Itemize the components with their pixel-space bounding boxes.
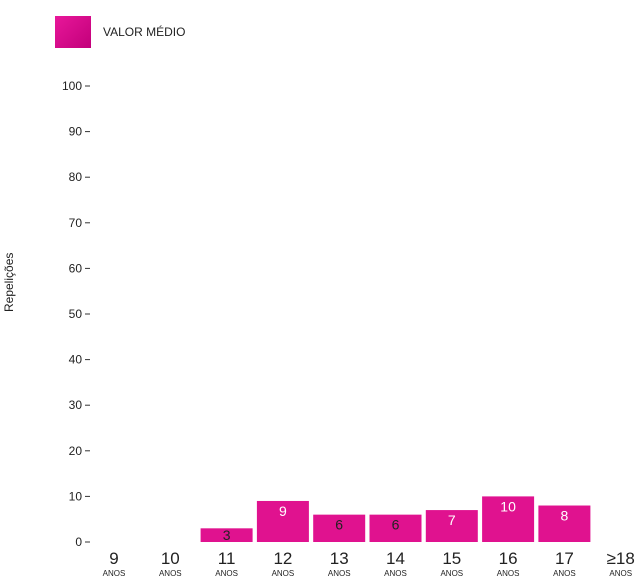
bar-value-label: 7 — [448, 512, 456, 528]
x-tick-unit: ANOS — [215, 569, 238, 578]
legend-label: VALOR MÉDIO — [103, 25, 186, 39]
x-tick-unit: ANOS — [103, 569, 126, 578]
y-tick-label: 10 — [69, 489, 83, 503]
x-tick-label: 12 — [273, 549, 292, 568]
y-tick-label: 100 — [62, 79, 82, 93]
x-tick-unit: ANOS — [553, 569, 576, 578]
x-tick-label: 16 — [499, 549, 518, 568]
y-tick-label: 20 — [69, 444, 83, 458]
y-tick-label: 80 — [69, 170, 83, 184]
bar — [200, 528, 253, 542]
y-tick-label: 40 — [69, 353, 83, 367]
bar-value-label: 9 — [279, 503, 287, 519]
y-tick-label: 0 — [75, 535, 82, 549]
x-tick-label: 17 — [555, 549, 574, 568]
y-tick-label: 70 — [69, 216, 83, 230]
x-tick-unit: ANOS — [328, 569, 351, 578]
bar — [313, 514, 366, 542]
bar-value-label: 6 — [335, 517, 343, 533]
bar-value-label: 8 — [561, 508, 569, 524]
x-tick-unit: ANOS — [384, 569, 407, 578]
legend-swatch — [55, 16, 91, 48]
x-tick-unit: ANOS — [159, 569, 182, 578]
x-tick-label: 15 — [442, 549, 461, 568]
y-tick-label: 50 — [69, 307, 83, 321]
x-tick-label: 11 — [218, 549, 236, 568]
bar — [482, 496, 535, 542]
x-tick-unit: ANOS — [272, 569, 295, 578]
x-tick-unit: ANOS — [609, 569, 632, 578]
x-tick-unit: ANOS — [440, 569, 463, 578]
x-tick-unit: ANOS — [497, 569, 520, 578]
bar — [369, 514, 422, 542]
y-tick-label: 90 — [69, 125, 83, 139]
bar — [538, 505, 591, 542]
x-tick-label: 10 — [161, 549, 180, 568]
y-tick-label: 60 — [69, 261, 83, 275]
bar — [256, 500, 309, 542]
x-tick-label: 13 — [330, 549, 349, 568]
bar-value-label: 3 — [223, 527, 231, 543]
bar-value-label: 10 — [500, 498, 516, 514]
bar-value-label: 6 — [392, 517, 400, 533]
y-tick-label: 30 — [69, 398, 83, 412]
x-tick-label: 14 — [386, 549, 405, 568]
x-tick-label: 9 — [109, 549, 118, 568]
bar — [425, 510, 478, 542]
x-tick-label: ≥18 — [607, 549, 635, 568]
